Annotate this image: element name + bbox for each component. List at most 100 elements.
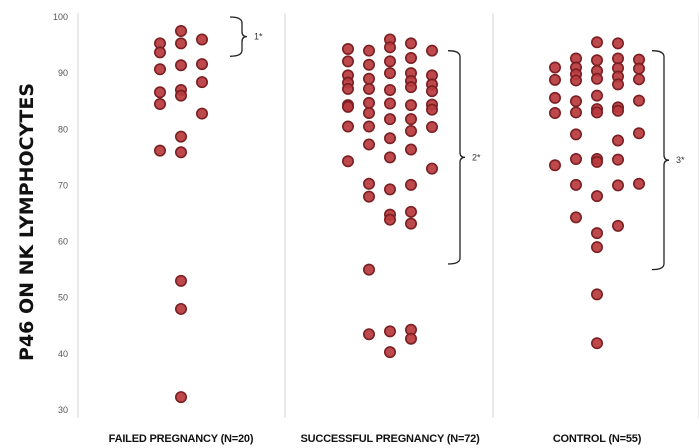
data-point	[548, 73, 561, 86]
data-point	[341, 55, 354, 68]
data-point	[175, 146, 188, 159]
data-point	[383, 213, 396, 226]
data-point	[341, 100, 354, 113]
data-point	[175, 130, 188, 143]
data-point	[569, 153, 582, 166]
data-point	[404, 217, 417, 230]
data-point	[632, 177, 645, 190]
data-point	[404, 37, 417, 50]
data-point	[362, 263, 375, 276]
y-tick-labels: 30 40 50 60 70 80 90 100	[53, 12, 68, 415]
data-point	[383, 67, 396, 80]
data-point	[196, 33, 209, 46]
data-point	[404, 113, 417, 126]
data-point	[154, 63, 167, 76]
data-point	[404, 205, 417, 218]
y-tick-label: 40	[58, 349, 68, 359]
data-point	[383, 97, 396, 110]
data-point	[175, 59, 188, 72]
data-point	[362, 58, 375, 71]
data-point	[611, 219, 624, 232]
data-point	[196, 76, 209, 89]
data-point	[341, 155, 354, 168]
data-point	[362, 82, 375, 95]
data-point	[569, 128, 582, 141]
data-point	[383, 55, 396, 68]
category-label: SUCCESSFUL PREGNANCY (N=72)	[300, 433, 480, 445]
data-point	[154, 98, 167, 111]
category-label: FAILED PREGNANCY (N=20)	[109, 433, 254, 445]
data-point	[362, 107, 375, 120]
y-tick-label: 70	[58, 180, 68, 190]
data-point	[611, 179, 624, 192]
y-tick-label: 60	[58, 237, 68, 247]
y-tick-label: 80	[58, 124, 68, 134]
y-tick-label: 90	[58, 68, 68, 78]
data-point	[425, 103, 438, 116]
data-point	[548, 107, 561, 120]
data-point	[590, 155, 603, 168]
data-point	[404, 81, 417, 94]
data-point	[611, 134, 624, 147]
data-point	[154, 144, 167, 157]
significance-label: 2*	[472, 152, 481, 162]
data-point	[590, 72, 603, 85]
data-point	[404, 178, 417, 191]
data-point	[154, 46, 167, 59]
data-point	[569, 74, 582, 87]
data-point	[632, 62, 645, 75]
data-point	[341, 82, 354, 95]
data-point	[404, 51, 417, 64]
data-point	[611, 104, 624, 117]
data-point	[569, 178, 582, 191]
data-point	[425, 162, 438, 175]
data-point	[362, 177, 375, 190]
data-point	[362, 190, 375, 203]
data-point	[590, 241, 603, 254]
data-points	[154, 25, 645, 404]
data-point	[383, 346, 396, 359]
data-point	[611, 78, 624, 91]
data-point	[611, 37, 624, 50]
data-point	[362, 44, 375, 57]
grid-lines	[77, 13, 699, 418]
data-point	[383, 183, 396, 196]
data-point	[548, 91, 561, 104]
data-point	[590, 36, 603, 49]
y-tick-label: 50	[58, 293, 68, 303]
significance-label: 3*	[676, 155, 685, 165]
data-point	[611, 153, 624, 166]
data-point	[383, 325, 396, 338]
data-point	[569, 211, 582, 224]
data-point	[362, 72, 375, 85]
significance-bracket	[229, 16, 248, 57]
data-point	[425, 121, 438, 134]
y-tick-label: 100	[53, 12, 68, 22]
data-point	[590, 54, 603, 67]
data-point	[590, 337, 603, 350]
data-point	[590, 288, 603, 301]
data-point	[362, 328, 375, 341]
data-point	[383, 132, 396, 145]
category-label: CONTROL (N=55)	[553, 433, 642, 445]
data-point	[196, 58, 209, 71]
data-point	[632, 94, 645, 107]
data-point	[590, 227, 603, 240]
significance-label: 1*	[254, 32, 263, 42]
y-axis-title: P46 ON NK LYMPHOCYTES	[16, 83, 38, 361]
data-point	[404, 124, 417, 137]
data-point	[548, 61, 561, 74]
data-point	[590, 89, 603, 102]
data-point	[175, 274, 188, 287]
data-point	[425, 44, 438, 57]
data-point	[404, 143, 417, 156]
data-point	[548, 159, 561, 172]
data-point	[362, 120, 375, 133]
data-point	[341, 120, 354, 133]
data-point	[175, 89, 188, 102]
data-point	[362, 138, 375, 151]
data-point	[632, 127, 645, 140]
data-point	[569, 106, 582, 119]
data-point	[383, 83, 396, 96]
